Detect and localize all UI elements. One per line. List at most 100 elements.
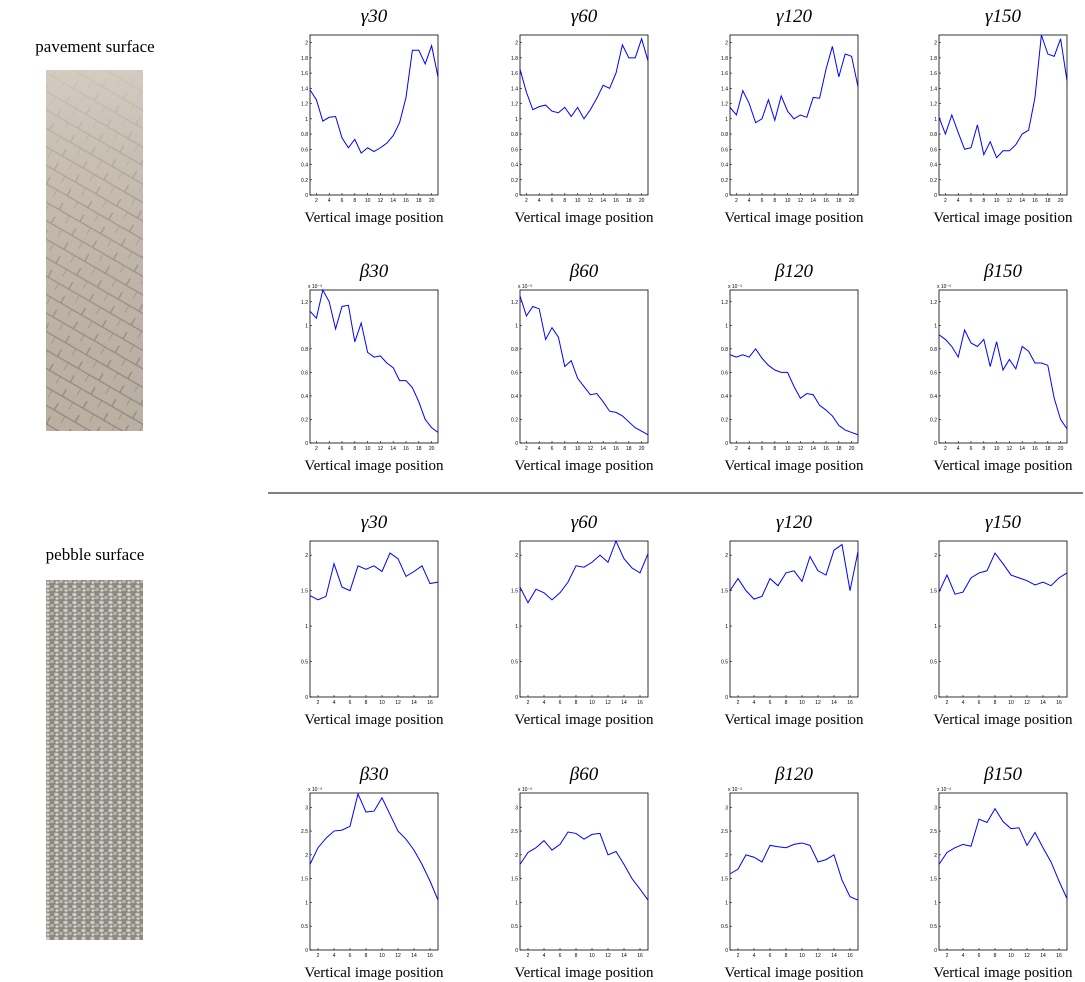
y-tick-label: 0.5 <box>511 924 518 930</box>
x-tick-label: 16 <box>847 953 853 959</box>
y-tick-label: 0 <box>515 441 518 447</box>
chart-title: β120 <box>774 764 813 785</box>
x-tick-label: 2 <box>737 953 740 959</box>
data-line <box>730 349 858 435</box>
x-tick-label: 4 <box>333 700 336 706</box>
x-tick-label: 8 <box>773 198 776 204</box>
x-tick-label: 12 <box>378 198 384 204</box>
chart-title: γ150 <box>985 512 1021 533</box>
x-tick-label: 18 <box>836 198 842 204</box>
chart-title: γ30 <box>361 512 388 533</box>
y-tick-label: 2 <box>934 41 937 47</box>
data-line <box>520 832 648 900</box>
y-tick-label: 1.5 <box>930 877 937 883</box>
x-tick-label: 4 <box>962 700 965 706</box>
y-tick-label: 1 <box>725 117 728 123</box>
plot-frame <box>730 290 858 443</box>
y-tick-label: 2 <box>305 41 308 47</box>
y-tick-label: 1 <box>305 117 308 123</box>
data-line <box>730 843 858 900</box>
y-tick-label: 1.2 <box>930 102 937 108</box>
y-tick-label: 0.4 <box>930 394 937 400</box>
data-line <box>310 794 438 900</box>
x-tick-label: 6 <box>761 446 764 452</box>
y-tick-label: 1.4 <box>930 86 937 92</box>
y-tick-label: 1.2 <box>930 300 937 306</box>
x-tick-label: 4 <box>753 700 756 706</box>
x-tick-label: 14 <box>1019 446 1025 452</box>
x-tick-label: 8 <box>353 446 356 452</box>
y-tick-label: 0.5 <box>301 924 308 930</box>
x-tick-label: 6 <box>769 953 772 959</box>
x-tick-label: 18 <box>836 446 842 452</box>
data-line <box>310 290 438 432</box>
y-tick-label: 3 <box>305 805 308 811</box>
x-tick-label: 2 <box>525 446 528 452</box>
data-line <box>939 330 1067 429</box>
y-tick-label: 0.8 <box>930 347 937 353</box>
x-tick-label: 2 <box>946 953 949 959</box>
x-axis-label: Vertical image position <box>724 965 864 981</box>
data-line <box>730 46 858 122</box>
y-tick-label: 0.4 <box>301 163 308 169</box>
plot-frame <box>310 35 438 195</box>
x-tick-label: 16 <box>613 446 619 452</box>
x-axis-label: Vertical image position <box>933 965 1073 981</box>
x-tick-label: 2 <box>315 446 318 452</box>
x-tick-label: 4 <box>748 446 751 452</box>
x-tick-label: 20 <box>639 446 645 452</box>
y-tick-label: 0 <box>725 948 728 954</box>
y-tick-label: 2 <box>934 553 937 559</box>
y-tick-label: 1 <box>725 900 728 906</box>
y-tick-label: 0.2 <box>301 178 308 184</box>
x-axis-label: Vertical image position <box>304 210 444 226</box>
y-tick-label: 0.6 <box>511 370 518 376</box>
y-tick-label: 1.2 <box>301 300 308 306</box>
y-tick-label: 1.8 <box>301 56 308 62</box>
y-tick-label: 0 <box>934 193 937 199</box>
y-tick-label: 1.6 <box>511 71 518 77</box>
plot-frame <box>520 35 648 195</box>
y-tick-label: 1.5 <box>301 589 308 595</box>
x-tick-label: 6 <box>978 700 981 706</box>
x-tick-label: 20 <box>429 446 435 452</box>
x-tick-label: 12 <box>605 700 611 706</box>
x-tick-label: 12 <box>378 446 384 452</box>
chart-title: β30 <box>359 261 389 282</box>
x-tick-label: 14 <box>621 700 627 706</box>
y-tick-label: 3 <box>725 805 728 811</box>
y-tick-label: 0.8 <box>721 132 728 138</box>
y-tick-label: 0.4 <box>301 394 308 400</box>
x-tick-label: 2 <box>944 446 947 452</box>
x-tick-label: 8 <box>365 953 368 959</box>
x-tick-label: 6 <box>769 700 772 706</box>
y-tick-label: 0 <box>725 441 728 447</box>
x-tick-label: 2 <box>317 700 320 706</box>
y-tick-label: 1.4 <box>301 86 308 92</box>
y-tick-label: 1 <box>305 323 308 329</box>
x-tick-label: 4 <box>753 953 756 959</box>
y-tick-label: 1 <box>515 117 518 123</box>
y-tick-label: 1.6 <box>930 71 937 77</box>
x-tick-label: 4 <box>962 953 965 959</box>
data-line <box>939 35 1067 158</box>
plot-frame <box>310 541 438 697</box>
x-tick-label: 14 <box>390 198 396 204</box>
y-tick-label: 0 <box>934 441 937 447</box>
x-tick-label: 2 <box>315 198 318 204</box>
x-tick-label: 20 <box>639 198 645 204</box>
y-tick-label: 0.6 <box>301 147 308 153</box>
x-tick-label: 10 <box>589 700 595 706</box>
x-tick-label: 16 <box>823 198 829 204</box>
y-tick-label: 0.2 <box>511 178 518 184</box>
x-tick-label: 14 <box>810 446 816 452</box>
y-tick-label: 0.2 <box>511 417 518 423</box>
y-tick-label: 0 <box>305 948 308 954</box>
figure: pavement surface pebble surface γ30Verti… <box>0 0 1085 982</box>
surface-label: pebble surface <box>46 545 145 564</box>
x-tick-label: 10 <box>379 953 385 959</box>
x-axis-label: Vertical image position <box>514 965 654 981</box>
data-line <box>310 553 438 600</box>
x-tick-label: 12 <box>1024 700 1030 706</box>
chart-title: γ30 <box>361 6 388 27</box>
